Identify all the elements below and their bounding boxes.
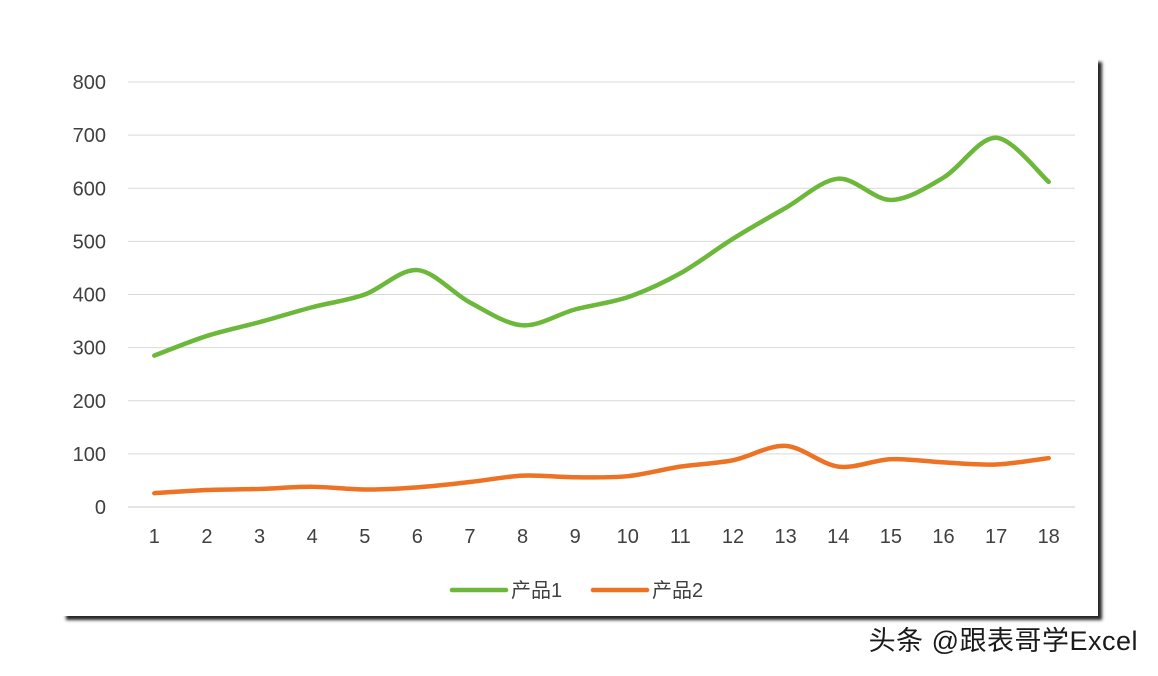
x-tick-label: 5 [359,526,370,548]
x-axis-ticks: 1 2 3 4 5 6 7 8 9 10 11 12 13 14 15 16 17 18 [149,526,1060,548]
legend-label: 产品2 [652,579,703,602]
x-tick-label: 14 [827,526,849,548]
gridlines [128,81,1075,508]
legend-item-2: 产品2 [590,579,703,602]
x-tick-label: 7 [464,526,475,548]
y-tick-label: 600 [73,178,106,200]
x-tick-label: 15 [880,526,902,548]
y-tick-label: 400 [73,285,106,307]
x-tick-label: 10 [617,526,639,548]
x-tick-label: 9 [570,526,581,548]
y-tick-label: 0 [95,497,106,519]
x-tick-label: 2 [201,526,212,548]
series-line-1 [152,135,1051,358]
y-tick-label: 100 [73,444,106,466]
x-tick-label: 11 [670,526,691,548]
x-tick-label: 6 [412,526,423,548]
x-tick-label: 18 [1038,526,1060,548]
x-tick-label: 17 [985,526,1007,548]
x-tick-label: 4 [307,526,318,548]
series-line-2 [152,443,1051,496]
x-tick-label: 16 [932,526,954,548]
x-tick-label: 12 [722,526,744,548]
y-tick-label: 200 [73,391,106,413]
series-lines [152,135,1051,496]
legend-item-1: 产品1 [449,579,562,602]
x-tick-label: 1 [149,526,160,548]
x-tick-label: 13 [775,526,797,548]
y-tick-label: 800 [73,72,106,94]
y-tick-label: 500 [73,231,106,253]
y-axis-ticks: 0 100 200 300 400 500 600 700 800 [73,72,106,519]
watermark: 头条 @跟表哥学Excel [868,626,1138,656]
x-tick-label: 8 [517,526,528,548]
y-tick-label: 700 [73,125,106,147]
legend-label: 产品1 [511,579,562,602]
legend: 产品1 产品2 [449,579,703,602]
chart-area [62,58,1098,616]
y-tick-label: 300 [73,338,106,360]
x-tick-label: 3 [254,526,265,548]
